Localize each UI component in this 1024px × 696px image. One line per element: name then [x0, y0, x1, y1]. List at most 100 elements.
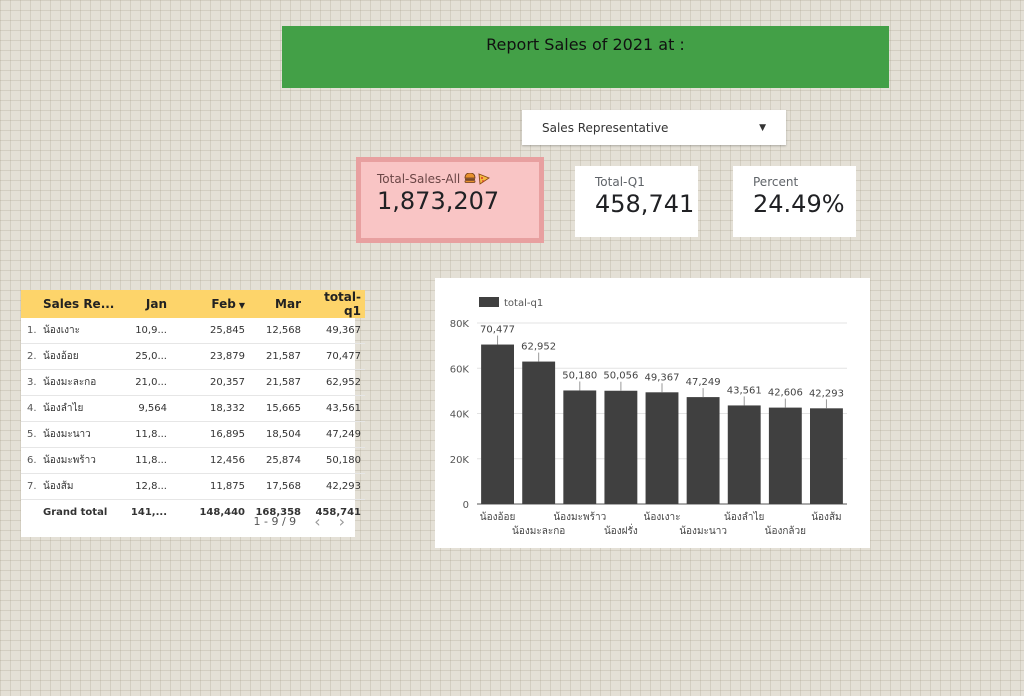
table-row[interactable]: 6. น้องมะพร้าว 11,8... 12,456 25,874 50,180 [21, 447, 365, 474]
x-tick-label: น้องมะพร้าว [553, 511, 606, 523]
row-jan: 25,0... [121, 343, 171, 370]
legend-label: total-q1 [504, 298, 543, 309]
row-feb: 11,875 [171, 473, 249, 500]
row-feb: 12,456 [171, 447, 249, 474]
bar [727, 405, 761, 504]
y-tick-label: 60K [450, 364, 470, 375]
bar [645, 392, 679, 504]
row-sales-rep: น้องเงาะ [39, 318, 121, 344]
column-header-feb[interactable]: Feb ▼ [171, 290, 249, 318]
grand-total-jan: 141,... [130, 506, 167, 518]
bar [686, 397, 720, 504]
x-tick-label: น้องมะละกอ [512, 525, 565, 537]
data-label: 49,367 [645, 372, 680, 383]
table-row[interactable]: 1. น้องเงาะ 10,9... 25,845 12,568 49,367 [21, 318, 365, 344]
table-row[interactable]: 4. น้องลำไย 9,564 18,332 15,665 43,561 [21, 395, 365, 422]
grand-total-label: Grand total [43, 506, 108, 518]
bar [481, 344, 514, 504]
x-tick-label: น้องลำไย [724, 511, 764, 523]
grand-total-mar: 168,358 [255, 506, 301, 518]
row-index: 1. [21, 318, 39, 344]
row-sales-rep: น้องอ้อย [39, 343, 121, 370]
bar [604, 390, 638, 504]
scorecard-label: Total-Sales-All [377, 172, 461, 186]
row-total-q1: 47,249 [305, 421, 365, 448]
row-index: 6. [21, 447, 39, 474]
column-header-jan[interactable]: Jan [121, 290, 171, 318]
row-total-q1: 42,293 [305, 473, 365, 500]
filter-label: Sales Representative [542, 120, 669, 135]
grand-total-total: 458,741 [315, 506, 361, 518]
row-index [21, 500, 39, 525]
sales-table: Sales Re... Jan Feb ▼ Mar total-q1 1. น้อง… [21, 290, 365, 537]
row-mar: 21,587 [249, 343, 305, 370]
bar-chart: total-q1 0 20K 40K 60K 80K 70,477 น้องอ้อย 62,95… [435, 278, 870, 548]
data-label: 50,056 [603, 371, 638, 382]
grand-total-feb: 148,440 [199, 506, 245, 518]
sales-representative-filter[interactable]: Sales Representative ▼ [522, 110, 786, 145]
x-tick-label: น้องเงาะ [643, 511, 680, 523]
row-mar: 25,874 [249, 447, 305, 474]
previous-page-icon[interactable]: ‹ [314, 512, 321, 531]
row-total-q1: 62,952 [305, 369, 365, 396]
row-mar: 15,665 [249, 395, 305, 422]
sort-descending-icon: ▼ [238, 301, 245, 310]
column-header-total-q1[interactable]: total-q1 [305, 290, 365, 318]
column-header-feb-label: Feb [211, 297, 236, 311]
row-jan: 12,8... [121, 473, 171, 500]
pizza-icon [478, 173, 491, 185]
column-header-mar[interactable]: Mar [249, 290, 305, 318]
row-sales-rep: น้องลำไย [39, 395, 121, 422]
data-label: 50,180 [562, 370, 597, 381]
x-tick-label: น้องฝรั่ง [604, 523, 638, 537]
row-sales-rep: น้องมะพร้าว [39, 447, 121, 474]
row-jan: 21,0... [121, 369, 171, 396]
scorecard-total-q1: Total-Q1 458,741 [575, 166, 698, 237]
y-tick-label: 20K [450, 455, 470, 466]
scorecard-value: 1,873,207 [377, 187, 500, 215]
row-jan: 11,8... [121, 447, 171, 474]
caret-down-icon: ▼ [759, 122, 766, 133]
x-tick-label: น้องอ้อย [480, 511, 516, 523]
data-label: 47,249 [686, 377, 721, 388]
table-row[interactable]: 2. น้องอ้อย 25,0... 23,879 21,587 70,477 [21, 343, 365, 370]
bar [810, 408, 843, 504]
row-jan: 9,564 [121, 395, 171, 422]
burger-icon [464, 173, 476, 183]
row-jan: 11,8... [121, 421, 171, 448]
bar [768, 407, 802, 504]
bar [522, 361, 556, 504]
pagination: 1 - 9 / 9 ‹ › [254, 512, 345, 531]
row-jan: 10,9... [121, 318, 171, 344]
scorecard-total-sales: Total-Sales-All 1,873,207 [356, 157, 544, 243]
next-page-icon[interactable]: › [338, 512, 345, 531]
pagination-label: 1 - 9 / 9 [253, 515, 297, 528]
row-sales-rep: น้องมะละกอ [39, 369, 121, 396]
row-feb: 18,332 [171, 395, 249, 422]
y-tick-label: 0 [463, 500, 469, 511]
y-tick-label: 40K [450, 410, 470, 421]
scorecard-value: 458,741 [595, 190, 695, 218]
row-mar: 18,504 [249, 421, 305, 448]
column-header-sales-rep[interactable]: Sales Re... [39, 290, 121, 318]
table-header-row: Sales Re... Jan Feb ▼ Mar total-q1 [21, 290, 365, 318]
row-mar: 12,568 [249, 318, 305, 344]
row-mar: 21,587 [249, 369, 305, 396]
row-feb: 16,895 [171, 421, 249, 448]
scorecard-label: Percent [753, 175, 799, 189]
row-index: 7. [21, 473, 39, 500]
table-row[interactable]: 3. น้องมะละกอ 21,0... 20,357 21,587 62,952 [21, 369, 365, 396]
row-total-q1: 43,561 [305, 395, 365, 422]
grand-total-row: Grand total 141,... 148,440 168,358 458,741 [21, 500, 365, 525]
y-tick-label: 80K [450, 319, 470, 330]
data-label: 62,952 [521, 342, 556, 353]
bar [563, 390, 597, 504]
row-feb: 20,357 [171, 369, 249, 396]
scorecard-value: 24.49% [753, 190, 845, 218]
legend-swatch [479, 297, 499, 307]
row-sales-rep: น้องส้ม [39, 473, 121, 500]
table-row[interactable]: 7. น้องส้ม 12,8... 11,875 17,568 42,293 [21, 473, 365, 500]
bar-chart-svg: total-q1 0 20K 40K 60K 80K 70,477 น้องอ้อย 62,95… [450, 297, 847, 537]
table-row[interactable]: 5. น้องมะนาว 11,8... 16,895 18,504 47,249 [21, 421, 365, 448]
row-total-q1: 50,180 [305, 447, 365, 474]
